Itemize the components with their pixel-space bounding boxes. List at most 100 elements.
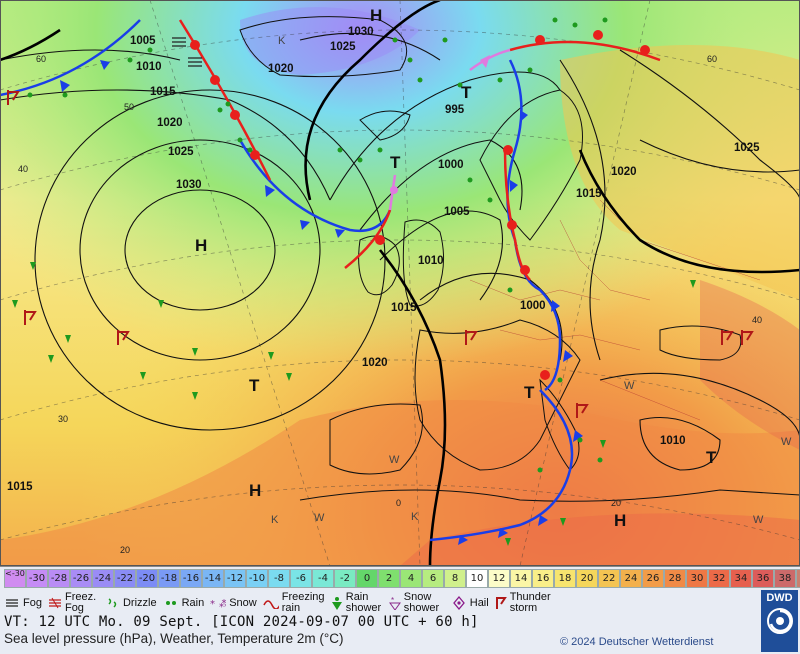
dwd-logo: DWD bbox=[761, 590, 798, 652]
isobar-label: 1020 bbox=[268, 63, 294, 75]
dwd-swirl-icon bbox=[766, 608, 793, 634]
dwd-logo-text: DWD bbox=[766, 592, 793, 604]
temperature-scale: <-30 -30 -28 -26 -24 -22 -20 -18 -16 -14 -12 -10 -8-… bbox=[4, 569, 800, 588]
temp-scale-chip: -16 bbox=[180, 569, 202, 588]
temp-scale-chip: 0 bbox=[356, 569, 378, 588]
pressure-centers: H H H H T T T T T bbox=[195, 6, 717, 530]
isobars bbox=[0, 32, 800, 471]
svg-text:*: * bbox=[391, 596, 394, 605]
isobar-line bbox=[559, 59, 606, 361]
legend-label: Freezing rain bbox=[281, 591, 325, 614]
isobar-line bbox=[599, 372, 800, 441]
isobar-line bbox=[299, 32, 441, 61]
svg-text:*: * bbox=[210, 599, 215, 609]
wind-label: K bbox=[411, 511, 419, 523]
grid-label: 0 bbox=[396, 498, 401, 508]
fog-symbols bbox=[172, 37, 202, 67]
legend-label: Rain bbox=[181, 596, 205, 609]
legend-label: Drizzle bbox=[122, 596, 157, 609]
snow-icon: *⁂ bbox=[210, 595, 226, 611]
temp-scale-chip: -24 bbox=[92, 569, 114, 588]
occluded-fronts bbox=[388, 48, 511, 211]
low-pressure-label: T bbox=[524, 383, 535, 402]
temp-scale-chip: -28 bbox=[48, 569, 70, 588]
warm-continent-north bbox=[560, 45, 800, 300]
temp-scale-chip: 6 bbox=[422, 569, 444, 588]
weather-legend: Fog Freez. Fog Drizzle Rain *⁂ Snow bbox=[4, 591, 559, 615]
hot-sahara bbox=[400, 513, 800, 566]
wind-labels: W W W K K W K W bbox=[271, 35, 792, 526]
valid-time: VT: 12 UTC Mo. 09 Sept. [ICON 2024-09-07… bbox=[4, 614, 479, 630]
wind-label: K bbox=[271, 514, 279, 526]
warm-front bbox=[509, 40, 661, 62]
isobar-label: 1015 bbox=[391, 302, 417, 314]
legend-item-fog: Fog bbox=[4, 591, 42, 615]
coast-continent bbox=[414, 319, 581, 471]
freezing-rain-icon bbox=[263, 595, 279, 611]
temp-scale-chip: 12 bbox=[488, 569, 510, 588]
rain-shower-icon bbox=[331, 595, 343, 611]
isobar-label: 1010 bbox=[418, 255, 444, 267]
temp-scale-chip: >40 °C bbox=[796, 569, 800, 588]
rain-icon bbox=[163, 595, 179, 611]
grid-label: 60 bbox=[36, 54, 46, 64]
black-sea-warm bbox=[700, 280, 800, 450]
temp-scale-chip: -8 bbox=[268, 569, 290, 588]
isobar-label: 1015 bbox=[576, 188, 602, 200]
grid-label: 40 bbox=[18, 164, 28, 174]
legend-label: Rain shower bbox=[345, 591, 382, 614]
temp-scale-chip: 30 bbox=[686, 569, 708, 588]
isobar-ring bbox=[124, 189, 276, 311]
grid-label: 20 bbox=[611, 498, 621, 508]
grid-label: 60 bbox=[707, 54, 717, 64]
svg-text:⁂: ⁂ bbox=[219, 598, 226, 609]
temp-scale-chip: 22 bbox=[598, 569, 620, 588]
coast-great-britain bbox=[402, 219, 444, 307]
legend-item-snow: *⁂ Snow bbox=[210, 591, 257, 615]
thunderstorm-icon bbox=[495, 595, 507, 611]
thick-isobar bbox=[304, 0, 441, 201]
legend-item-freezing-fog: Freez. Fog bbox=[48, 591, 98, 615]
isobar-label: 1020 bbox=[362, 357, 388, 369]
grid-label: 50 bbox=[124, 102, 134, 112]
high-pressure-label: H bbox=[614, 511, 626, 530]
wind-label: W bbox=[753, 514, 764, 526]
high-pressure-label: H bbox=[249, 481, 261, 500]
low-pressure-label: T bbox=[461, 83, 472, 102]
legend-item-snow-shower: * Snow shower bbox=[388, 591, 445, 615]
temp-scale-chip: 4 bbox=[400, 569, 422, 588]
low-pressure-label: T bbox=[249, 376, 260, 395]
temp-scale-chip: 26 bbox=[642, 569, 664, 588]
isobar-label: 1010 bbox=[136, 61, 162, 73]
thick-isobar bbox=[0, 28, 61, 62]
temp-scale-chip: -6 bbox=[290, 569, 312, 588]
temp-scale-chip: -30 bbox=[26, 569, 48, 588]
isobar-label: 1000 bbox=[520, 300, 546, 312]
isobar-label: 1015 bbox=[7, 481, 33, 493]
front-triangles bbox=[60, 60, 583, 545]
cold-front bbox=[238, 139, 392, 233]
temp-scale-chip: -20 bbox=[136, 569, 158, 588]
temp-scale-chip: -18 bbox=[158, 569, 180, 588]
low-pressure-label: T bbox=[706, 448, 717, 467]
isobar-labels: 1005 1010 1015 1020 1025 1030 1030 1025 … bbox=[7, 26, 760, 493]
isobar-line bbox=[0, 89, 331, 201]
wind-label: W bbox=[624, 380, 635, 392]
isobar-label: 1020 bbox=[157, 117, 183, 129]
isobar-label: 1025 bbox=[168, 146, 194, 158]
grid-label: 20 bbox=[120, 545, 130, 555]
isobar-ring bbox=[639, 417, 721, 471]
grid-label: 30 bbox=[58, 414, 68, 424]
legend-item-hail: Hail bbox=[451, 591, 489, 615]
legend-label: Snow shower bbox=[403, 591, 440, 614]
isobar-label: 1030 bbox=[348, 26, 374, 38]
front-semicircles bbox=[190, 30, 650, 380]
temp-scale-chip: -12 bbox=[224, 569, 246, 588]
isobar-label: 1010 bbox=[660, 435, 686, 447]
legend-label: Hail bbox=[469, 596, 489, 609]
wind-label: W bbox=[781, 436, 792, 448]
precipitation-symbols bbox=[12, 17, 696, 546]
temp-scale-chip: 8 bbox=[444, 569, 466, 588]
temp-scale-chip: -10 bbox=[246, 569, 268, 588]
